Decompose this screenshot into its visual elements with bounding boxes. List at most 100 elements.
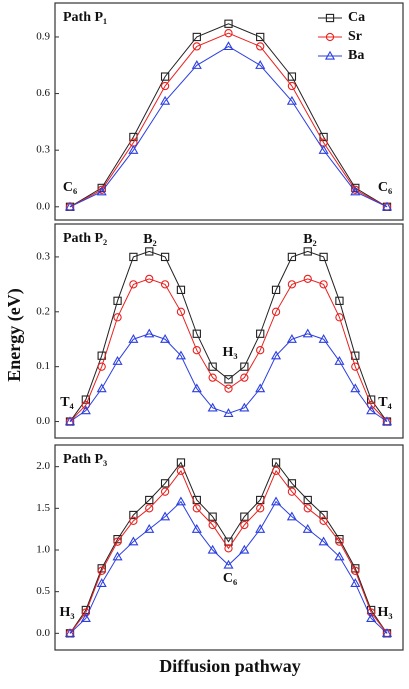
marker-circle (113, 313, 122, 322)
marker-circle (287, 280, 297, 289)
marker-triangle (96, 578, 107, 587)
marker-triangle (255, 60, 266, 69)
marker-circle (145, 504, 154, 513)
marker-triangle (223, 559, 234, 569)
marker-square (224, 375, 233, 384)
marker-square (366, 395, 376, 404)
y-tick-label: 0.3 (36, 250, 50, 262)
annotation: C₆ (378, 180, 392, 195)
marker-square (240, 512, 249, 521)
marker-square (129, 252, 138, 262)
marker-square (160, 72, 170, 81)
marker-triangle (191, 60, 202, 69)
marker-square (145, 495, 154, 505)
marker-triangle (350, 186, 361, 196)
marker-circle (240, 373, 249, 382)
panel-title: Path P₁ (63, 10, 107, 25)
marker-triangle (334, 551, 345, 561)
marker-square (256, 32, 265, 42)
annotation: C₆ (63, 180, 77, 195)
marker-triangle (112, 355, 123, 365)
marker-square (176, 458, 186, 467)
y-tick-label: 0.0 (36, 200, 50, 212)
marker-circle (97, 362, 106, 371)
y-tick-label: 0.2 (36, 305, 50, 317)
marker-square (129, 510, 138, 520)
marker-circle (319, 516, 328, 525)
marker-circle (97, 185, 106, 194)
marker-triangle (207, 402, 218, 412)
legend-marker (325, 13, 335, 23)
annotation: T₄ (60, 395, 74, 410)
marker-square (160, 252, 170, 262)
marker-square (160, 479, 170, 488)
marker-circle (287, 487, 297, 496)
annotation: B₂ (143, 232, 157, 247)
annotation: H₃ (377, 605, 392, 620)
marker-circle (208, 373, 217, 382)
y-tick-label: 2.0 (36, 460, 50, 472)
marker-circle (319, 280, 328, 289)
marker-circle (287, 81, 297, 91)
marker-circle (351, 566, 360, 575)
annotation: H₃ (222, 345, 237, 360)
series-line (69, 469, 388, 634)
marker-triangle (175, 350, 186, 360)
marker-circle (192, 346, 201, 355)
marker-square (192, 32, 201, 42)
marker-square (208, 362, 217, 371)
marker-circle (224, 384, 233, 393)
marker-triangle (207, 544, 218, 554)
panel-frame (54, 2, 404, 221)
marker-circle (303, 504, 312, 513)
marker-triangle (144, 523, 155, 533)
marker-square (113, 535, 122, 544)
marker-triangle (160, 511, 171, 521)
marker-square (145, 247, 154, 256)
marker-circle (335, 313, 344, 322)
legend-label: Ba (348, 48, 364, 63)
marker-square (224, 19, 233, 28)
annotation: C₆ (223, 571, 237, 586)
marker-triangle (255, 383, 266, 393)
marker-square (335, 535, 344, 544)
marker-square (287, 72, 297, 81)
marker-triangle (96, 383, 107, 393)
marker-triangle (366, 613, 377, 622)
y-tick-label: 1.5 (36, 502, 50, 514)
y-tick-label: 0.9 (36, 30, 50, 42)
marker-square (303, 495, 312, 505)
legend-marker (325, 32, 335, 42)
marker-triangle (318, 334, 329, 343)
marker-circle (335, 537, 344, 546)
marker-square (319, 252, 328, 262)
panel-title: Path P₃ (63, 452, 107, 467)
marker-circle (129, 280, 138, 289)
marker-triangle (271, 350, 282, 360)
marker-square (271, 285, 281, 294)
marker-circle (224, 544, 233, 553)
marker-triangle (381, 416, 393, 426)
annotation: H₃ (59, 605, 74, 620)
marker-triangle (128, 536, 139, 546)
marker-circle (271, 307, 281, 316)
series-line (69, 333, 388, 422)
marker-circle (176, 307, 186, 316)
marker-circle (81, 608, 90, 617)
marker-triangle (128, 144, 139, 154)
marker-triangle (255, 523, 266, 533)
panel-frame (54, 444, 404, 651)
marker-circle (192, 504, 201, 513)
marker-square (208, 512, 217, 521)
marker-triangle (350, 383, 361, 393)
marker-circle (160, 487, 170, 496)
marker-triangle (286, 511, 297, 521)
marker-circle (303, 274, 312, 284)
marker-square (240, 362, 249, 371)
marker-square (335, 296, 344, 305)
marker-triangle (144, 328, 155, 338)
y-tick-label: 0.0 (36, 627, 50, 639)
marker-circle (224, 29, 233, 38)
marker-circle (192, 42, 201, 51)
